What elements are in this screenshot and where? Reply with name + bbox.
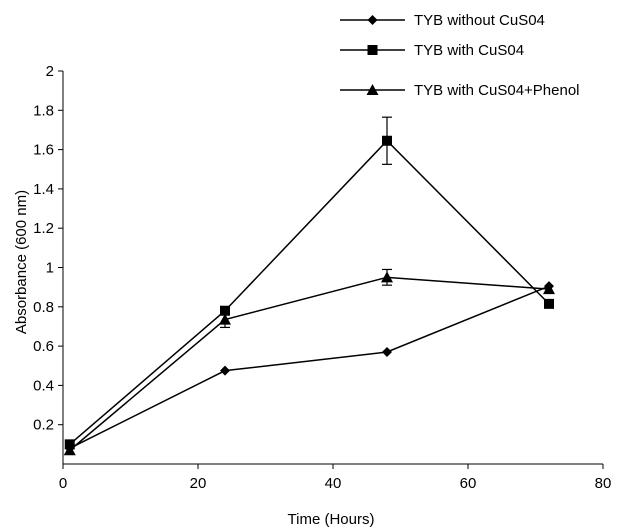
axes: 0.20.40.60.811.21.41.61.820 20 40 60 80 <box>33 63 611 492</box>
series-line <box>69 139 550 445</box>
y-tick-label: 0.8 <box>33 299 54 316</box>
x-tick-label: 60 <box>460 475 477 492</box>
data-point <box>382 135 392 146</box>
data-point <box>544 298 554 309</box>
y-tick-label: 1 <box>46 260 54 277</box>
data-point <box>220 305 230 316</box>
series-layer <box>63 116 555 456</box>
legend: TYB without CuS04 TYB with CuS04 TYB with … <box>340 12 580 99</box>
x-tick-label: 80 <box>595 475 612 492</box>
series-diamond <box>64 281 554 454</box>
legend-label: TYB with CuS04 <box>414 42 524 59</box>
series-square <box>64 116 554 450</box>
x-tick-label: 20 <box>190 475 207 492</box>
y-tick-label: 2 <box>46 63 54 80</box>
y-axis-label: Absorbance (600 nm) <box>13 190 30 334</box>
legend-marker <box>367 15 378 25</box>
data-point <box>381 271 393 283</box>
legend-label: TYB without CuS04 <box>414 12 545 29</box>
y-tick-label: 0.4 <box>33 377 54 394</box>
legend-item: TYB with CuS04+Phenol <box>340 82 580 99</box>
y-tick-label: 0.2 <box>33 417 54 434</box>
data-point <box>382 346 392 357</box>
y-tick-label: 1.4 <box>33 181 54 198</box>
series-triangle <box>63 268 555 456</box>
x-tick-label: 0 <box>59 475 67 492</box>
data-point <box>220 365 230 376</box>
legend-item: TYB without CuS04 <box>340 12 545 29</box>
x-axis-label: Time (Hours) <box>288 511 375 528</box>
y-tick-label: 1.2 <box>33 220 54 237</box>
data-point <box>219 313 231 325</box>
data-point <box>543 283 555 295</box>
y-tick-label: 0.6 <box>33 338 54 355</box>
x-tick-label: 40 <box>325 475 342 492</box>
data-point <box>63 444 76 456</box>
series-line <box>69 285 550 449</box>
y-tick-label: 1.8 <box>33 102 54 119</box>
legend-marker <box>367 45 378 55</box>
y-tick-label: 1.6 <box>33 142 54 159</box>
legend-label: TYB with CuS04+Phenol <box>414 82 580 99</box>
series-line <box>69 276 550 451</box>
legend-marker <box>366 84 379 95</box>
legend-item: TYB with CuS04 <box>340 42 524 59</box>
